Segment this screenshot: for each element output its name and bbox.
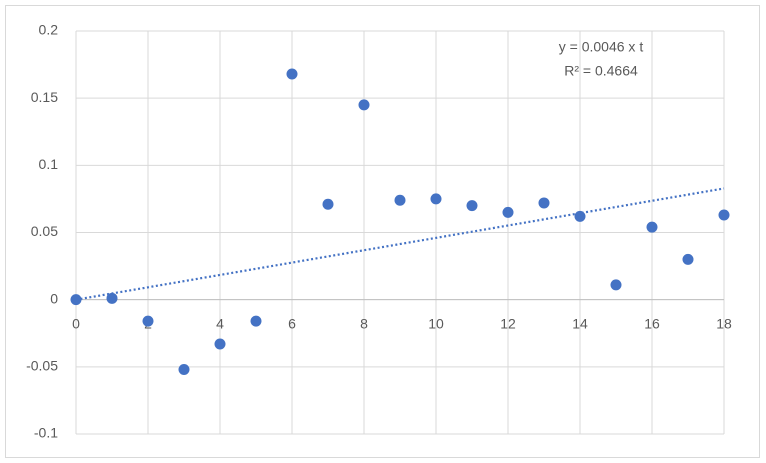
point — [106, 292, 118, 304]
chart-border — [5, 5, 760, 458]
point — [322, 198, 334, 210]
y-tick-label: 0.2 — [39, 22, 59, 38]
point — [250, 315, 262, 327]
x-tick-label: 16 — [644, 315, 660, 331]
y-tick-label: -0.05 — [26, 358, 58, 374]
y-tick-label: -0.1 — [34, 425, 58, 441]
point — [214, 338, 226, 350]
point — [178, 364, 190, 376]
trendline — [75, 187, 725, 301]
point — [394, 194, 406, 206]
point — [646, 221, 658, 233]
point — [610, 279, 622, 291]
y-tick-label: 0.15 — [31, 89, 58, 105]
point — [430, 193, 442, 205]
point — [502, 206, 514, 218]
r-squared: R² = 0.4664 — [564, 63, 638, 79]
x-tick-label: 12 — [500, 315, 516, 331]
x-tick-label: 0 — [72, 315, 80, 331]
point — [538, 197, 550, 209]
point — [70, 294, 82, 306]
point — [682, 253, 694, 265]
x-tick-label: 8 — [360, 315, 368, 331]
point — [286, 68, 298, 80]
y-tick-label: 0.1 — [39, 156, 59, 172]
x-tick-label: 14 — [572, 315, 588, 331]
x-tick-label: 18 — [716, 315, 732, 331]
x-tick-label: 6 — [288, 315, 296, 331]
trendline-equation: y = 0.0046 x t — [559, 39, 644, 55]
x-tick-label: 10 — [428, 315, 444, 331]
point — [574, 210, 586, 222]
point — [358, 99, 370, 111]
point — [466, 200, 478, 212]
y-tick-label: 0 — [50, 290, 58, 306]
point — [142, 315, 154, 327]
y-tick-label: 0.05 — [31, 223, 58, 239]
point — [718, 209, 730, 221]
x-tick-label: 4 — [216, 315, 224, 331]
